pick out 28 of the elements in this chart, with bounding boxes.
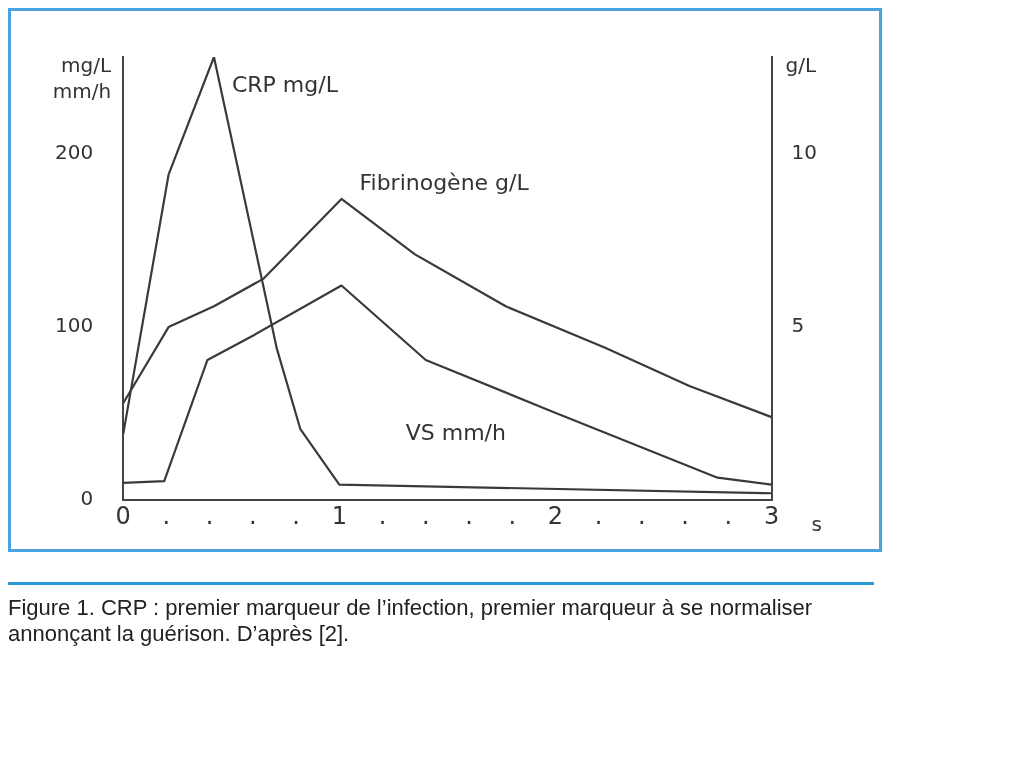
x-tick-label: . [508,501,517,530]
y2-axis-title: g/L [785,53,817,78]
series-label: CRP mg/L [231,71,339,97]
y2-tick-label: 10 [791,140,817,165]
y-axis-title: mg/L mm/h [52,53,113,104]
x-tick-label: . [378,501,387,530]
x-tick-label: . [162,501,171,530]
x-axis-title: s [811,512,822,537]
x-tick-label: . [638,501,646,530]
x-tick-label: . [594,501,603,530]
series-label: Fibrinogène g/L [359,169,530,195]
y-tick-label: 100 [54,313,94,338]
x-tick-label: . [421,501,430,530]
figure-frame: 0 . . . . 1 . . . . 2 . . . . 3 0 100 200 5 10 CRP mg/L Fibrinogène g/L VS mm/h mg/L mm/h g/L s [8,8,882,552]
x-tick-label: . [292,501,300,530]
x-tick-label: 3 [763,501,780,530]
y-tick-label: 200 [54,140,94,165]
x-tick-label: 0 [115,501,131,530]
x-tick-label: 1 [331,501,347,530]
series-label: VS mm/h [405,419,506,445]
x-tick-label: . [205,501,214,530]
x-tick-label: . [724,501,733,530]
y2-tick-label: 5 [791,313,805,338]
x-tick-label: 2 [547,501,564,530]
x-tick-label: . [465,501,473,530]
caption: Figure 1. CRP : premier marqueur de l’infection, premier marqueur à se normaliser annonçant la guérison. D’après [2]. [8,595,814,647]
x-tick-label: . [249,501,257,530]
x-tick-label: . [681,501,689,530]
